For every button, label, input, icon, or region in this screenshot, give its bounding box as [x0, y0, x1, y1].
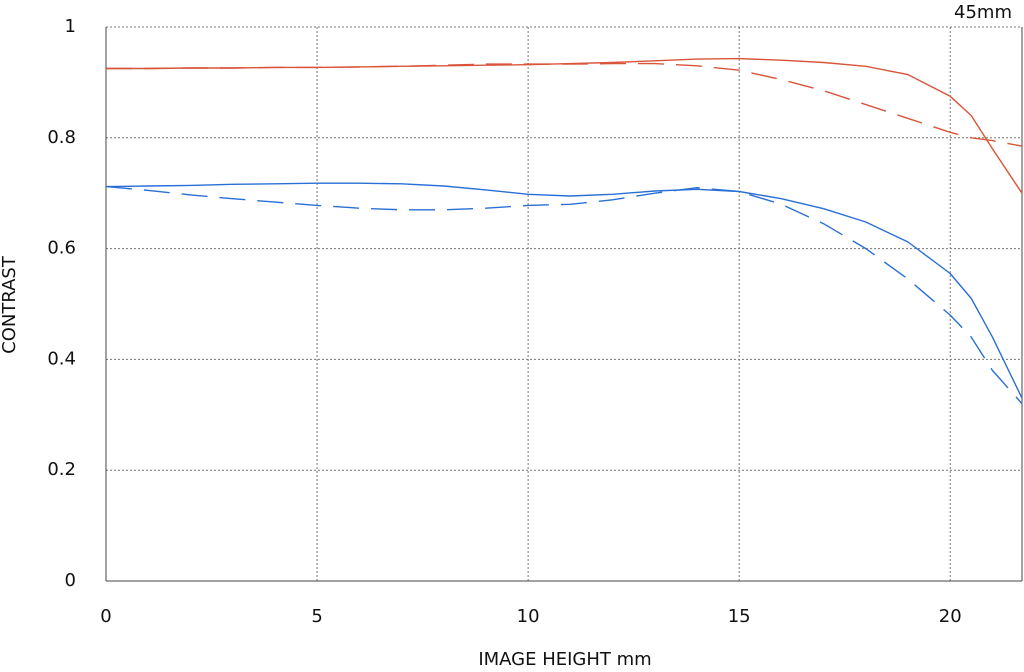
line-series	[105, 182, 1023, 399]
line-series	[105, 185, 1023, 405]
x-tick-label: 0	[100, 606, 111, 627]
x-axis-title: IMAGE HEIGHT mm	[478, 649, 651, 670]
y-tick-label: 1	[65, 16, 76, 37]
y-tick-label: 0.8	[47, 127, 76, 148]
y-axis-title: CONTRAST	[0, 255, 20, 354]
y-tick-label: 0	[65, 570, 76, 591]
x-tick-label: 20	[939, 606, 962, 627]
line-series	[106, 57, 1023, 194]
chart-title: 45mm	[954, 2, 1012, 23]
y-tick-label: 0.2	[47, 459, 76, 480]
x-tick-label: 5	[311, 606, 322, 627]
x-tick-label: 10	[517, 606, 540, 627]
y-tick-label: 0.4	[47, 348, 76, 369]
x-tick-label: 15	[728, 606, 751, 627]
line-series	[106, 62, 1023, 147]
y-tick-label: 0.6	[47, 238, 76, 259]
